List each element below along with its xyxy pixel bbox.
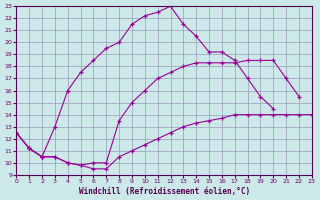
X-axis label: Windchill (Refroidissement éolien,°C): Windchill (Refroidissement éolien,°C) [78,187,250,196]
